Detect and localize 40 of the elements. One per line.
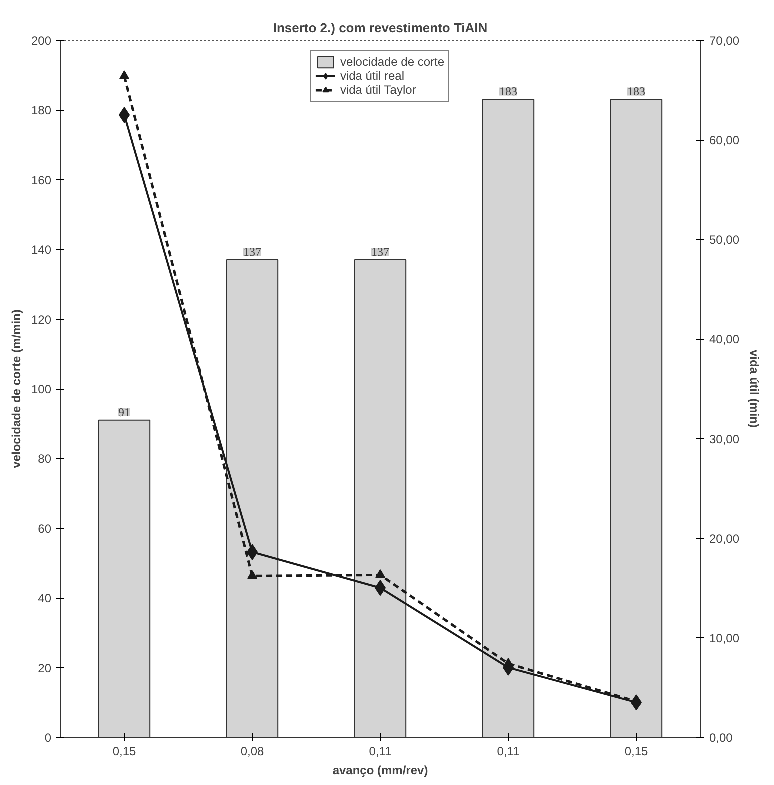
y2-tick-label: 10,00 [710, 631, 740, 646]
y2-tick-label: 70,00 [710, 34, 740, 48]
point [248, 570, 258, 580]
legend-label: vida útil real [340, 69, 404, 83]
y2-axis-title: vida útil (min) [748, 350, 762, 428]
x-tick-label: 0,11 [369, 744, 392, 758]
y2-tick-label: 40,00 [710, 332, 740, 347]
legend-label: velocidade de corte [340, 55, 445, 69]
data-label: 183 [628, 84, 646, 99]
point [504, 658, 514, 667]
y-tick-label: 40 [38, 592, 52, 606]
y2-tick-label: 20,00 [710, 532, 740, 546]
y-tick-label: 160 [31, 173, 52, 188]
point [376, 570, 386, 578]
y-axis-title: velocidade de corte (m/min) [9, 310, 24, 468]
x-axis-title: avanço (mm/rev) [332, 764, 428, 778]
data-label: 137 [372, 245, 390, 260]
y2-tick-label: 30,00 [710, 432, 740, 446]
y-tick-label: 120 [31, 312, 52, 327]
legend-label: vida útil Taylor [340, 83, 416, 97]
y2-tick-label: 50,00 [710, 233, 740, 248]
y-tick-label: 140 [31, 243, 52, 258]
y-tick-label: 80 [38, 452, 52, 466]
x-tick-label: 0,08 [240, 744, 265, 758]
data-label: 183 [500, 84, 518, 99]
y-tick-label: 20 [38, 661, 52, 676]
y-tick-label: 180 [31, 104, 52, 118]
data-label: 91 [118, 405, 130, 420]
y2-tick-label: 60,00 [710, 134, 740, 148]
x-tick-label: 0,15 [624, 744, 649, 758]
chart-title: Inserto 2.) com revestimento TiAlN [273, 20, 488, 36]
point [120, 70, 130, 80]
data-label: 137 [244, 245, 262, 260]
y-tick-label: 100 [31, 382, 52, 396]
y-tick-label: 0 [44, 731, 52, 745]
x-tick-label: 0,15 [112, 744, 137, 758]
x-tick-label: 0,11 [497, 744, 520, 758]
y-tick-label: 60 [38, 522, 52, 536]
y-tick-label: 200 [31, 34, 52, 48]
y2-tick-label: 0,00 [710, 731, 734, 745]
